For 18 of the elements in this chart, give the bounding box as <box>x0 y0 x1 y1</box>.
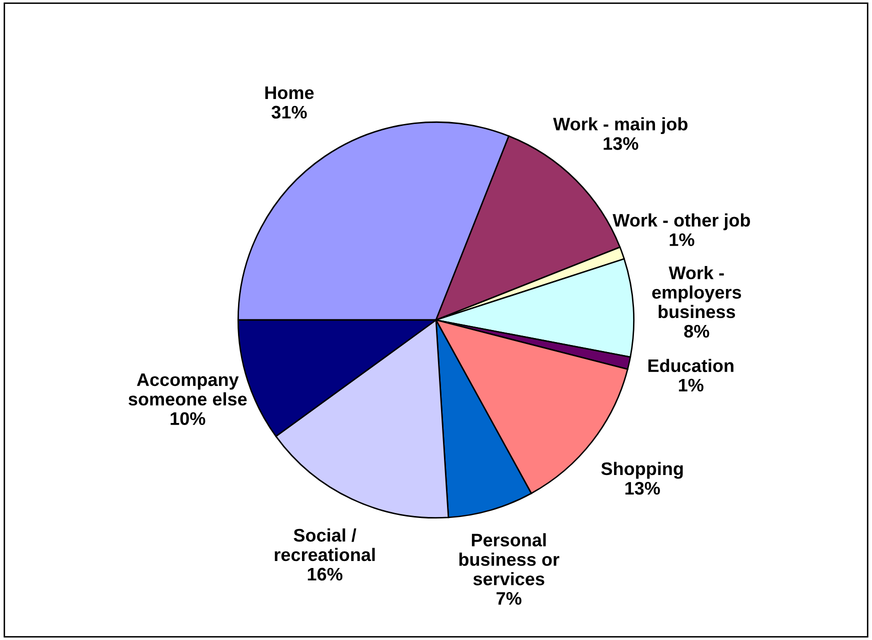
slice-label: Home <box>265 86 314 100</box>
data-label: 31% <box>272 106 307 119</box>
slice-label: Social / recreational <box>274 528 375 562</box>
data-label: 16% <box>308 568 342 581</box>
data-label: 8% <box>684 324 710 338</box>
slice-label: Personal business or services <box>459 533 560 586</box>
data-label: 10% <box>170 412 206 425</box>
data-label: 13% <box>604 137 638 150</box>
data-label: 1% <box>670 233 694 246</box>
slice-label: Education <box>648 358 734 372</box>
slice-label: Work - main job <box>553 117 688 134</box>
data-label: 1% <box>678 378 704 392</box>
slice-label: Work - other job <box>612 213 750 230</box>
data-label: 13% <box>625 482 660 495</box>
slice-label: Work - employers business <box>652 266 742 318</box>
data-label: 7% <box>496 592 522 605</box>
slice-label: Shopping <box>601 462 683 479</box>
slice-label: Accompany someone else <box>128 373 247 406</box>
